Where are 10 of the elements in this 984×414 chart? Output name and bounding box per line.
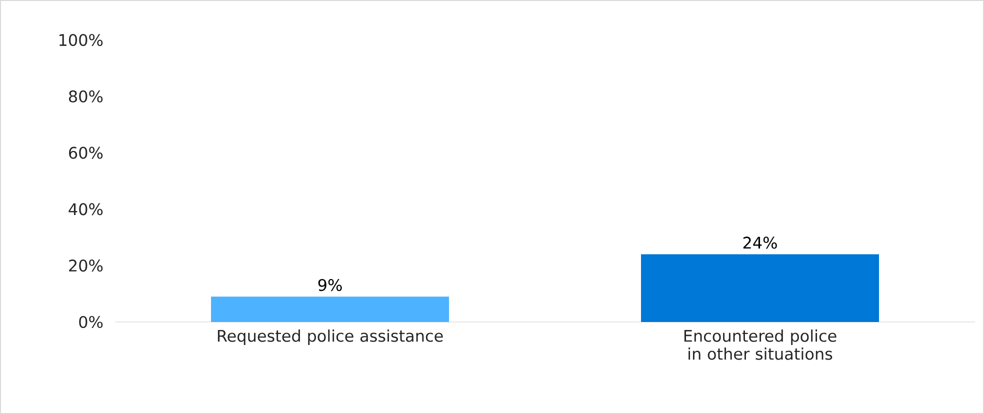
y-tick-label: 100%	[59, 34, 103, 46]
data-label: 9%	[318, 278, 342, 292]
data-label: 24%	[743, 236, 777, 249]
y-tick-label: 80%	[69, 90, 103, 102]
x-tick-label: Requested police assistance	[218, 330, 443, 345]
x-tick-label: Encountered police in other situations	[684, 330, 836, 360]
y-tick-label: 20%	[69, 260, 103, 272]
y-tick-label: 0%	[79, 316, 103, 328]
y-tick-label: 60%	[69, 146, 103, 159]
y-tick-label: 40%	[68, 203, 103, 216]
